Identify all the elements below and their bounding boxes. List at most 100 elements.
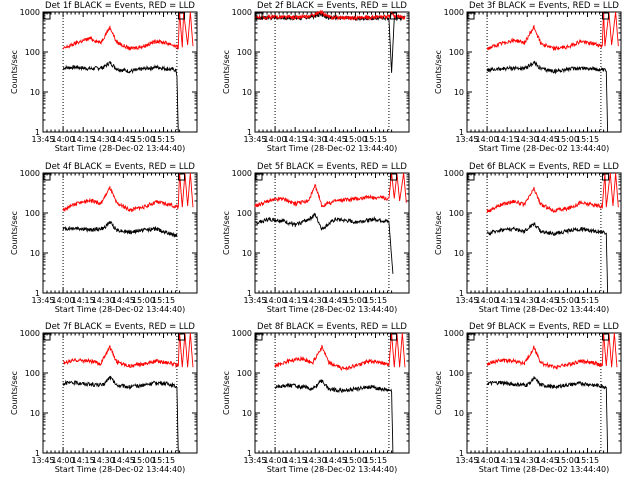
x-tick-label: 14:45 [324,296,347,305]
chart-title: Det 6f BLACK = Events, RED = LLD [469,162,619,172]
x-tick-label: 14:15 [496,456,519,465]
x-axis-label: Start Time (28-Dec-02 13:44:40) [267,305,398,314]
plot-frame [254,11,410,133]
corner-marker [43,173,51,181]
y-tick-label: 1 [247,128,252,137]
y-tick-label: 1 [459,449,464,458]
chart-panel: Det 5f BLACK = Events, RED = LLD 1 10 100 10… [222,162,410,314]
lld-series-line [486,332,618,370]
y-tick-label: 10 [30,409,40,418]
x-tick-label: 14:00 [476,296,499,305]
y-tick-label: 1000 [232,329,252,338]
chart-title: Det 2f BLACK = Events, RED = LLD [257,1,407,11]
x-tick-label: 14:45 [324,135,347,144]
x-tick-label: 13:45 [455,456,478,465]
x-axis-label: Start Time (28-Dec-02 13:44:40) [479,305,610,314]
lld-series-line [254,172,407,208]
x-tick-label: 15:00 [556,296,579,305]
x-tick-label: 13:45 [243,135,266,144]
corner-marker [178,12,186,20]
y-tick-label: 1000 [20,8,40,17]
y-tick-label: 1000 [20,329,40,338]
x-tick-label: 15:15 [152,135,175,144]
lld-series-line [486,11,619,51]
chart-title: Det 1f BLACK = Events, RED = LLD [45,1,195,11]
x-tick-label: 14:30 [304,135,327,144]
corner-marker [255,12,263,20]
x-tick-label: 14:00 [264,135,287,144]
corner-marker [390,12,398,20]
events-series-line [62,375,179,454]
x-tick-label: 13:45 [243,456,266,465]
x-tick-label: 14:15 [72,135,95,144]
y-tick-label: 10 [242,88,252,97]
x-tick-label: 14:45 [536,135,559,144]
x-axis-label: Start Time (28-Dec-02 13:44:40) [267,465,398,474]
plot-frame [254,172,410,294]
plot-frame [42,11,198,133]
lld-series-line [274,332,406,372]
chart-panel: Det 2f BLACK = Events, RED = LLD 1 10 100 10… [222,1,410,153]
y-axis-label: Counts/sec [10,50,19,94]
chart-title: Det 7f BLACK = Events, RED = LLD [45,322,195,332]
chart-title: Det 5f BLACK = Events, RED = LLD [257,162,407,172]
x-tick-label: 14:00 [52,296,75,305]
plot-frame [254,332,410,454]
corner-marker [602,333,610,341]
x-tick-label: 14:30 [304,296,327,305]
corner-marker [467,12,475,20]
x-tick-label: 14:00 [476,456,499,465]
y-tick-label: 100 [449,209,464,218]
chart-panel: Det 6f BLACK = Events, RED = LLD 1 10 100 10… [434,162,622,314]
plot-frame [466,332,622,454]
lld-series-line [486,172,619,214]
chart-panel: Det 9f BLACK = Events, RED = LLD 1 10 100 10… [434,322,622,474]
corner-marker [178,173,186,181]
x-tick-label: 14:30 [92,135,115,144]
x-tick-label: 13:45 [243,296,266,305]
y-tick-label: 100 [237,369,252,378]
events-series-line [486,376,609,454]
x-tick-label: 14:15 [496,296,519,305]
x-axis-label: Start Time (28-Dec-02 13:44:40) [55,144,186,153]
events-series-line [62,60,179,133]
lld-series-line [62,11,194,51]
y-tick-label: 1000 [444,169,464,178]
x-tick-label: 14:30 [92,456,115,465]
y-axis-label: Counts/sec [222,371,231,415]
x-tick-label: 14:00 [476,135,499,144]
x-axis-label: Start Time (28-Dec-02 13:44:40) [479,144,610,153]
y-axis-label: Counts/sec [222,211,231,255]
x-tick-label: 15:00 [132,296,155,305]
y-tick-label: 1000 [444,329,464,338]
y-tick-label: 1 [459,128,464,137]
x-tick-label: 15:00 [344,456,367,465]
y-tick-label: 1 [459,289,464,298]
x-tick-label: 15:00 [556,456,579,465]
x-tick-label: 15:15 [152,456,175,465]
x-axis-label: Start Time (28-Dec-02 13:44:40) [267,144,398,153]
y-tick-label: 100 [449,369,464,378]
chart-title: Det 8f BLACK = Events, RED = LLD [257,322,407,332]
y-tick-label: 1000 [232,169,252,178]
x-tick-label: 14:15 [496,135,519,144]
plot-frame [42,172,198,294]
y-axis-label: Counts/sec [222,50,231,94]
y-tick-label: 1000 [232,8,252,17]
y-tick-label: 1 [247,449,252,458]
y-axis-label: Counts/sec [434,371,443,415]
y-axis-label: Counts/sec [434,50,443,94]
y-tick-label: 1 [247,289,252,298]
chart-title: Det 3f BLACK = Events, RED = LLD [469,1,619,11]
corner-marker [467,333,475,341]
x-tick-label: 14:30 [516,135,539,144]
x-tick-label: 15:15 [576,296,599,305]
y-tick-label: 10 [454,409,464,418]
corner-marker [255,173,263,181]
x-tick-label: 14:45 [112,456,135,465]
x-tick-label: 14:00 [52,135,75,144]
x-tick-label: 15:00 [132,456,155,465]
y-tick-label: 100 [237,48,252,57]
y-tick-label: 10 [30,88,40,97]
x-tick-label: 15:15 [576,456,599,465]
